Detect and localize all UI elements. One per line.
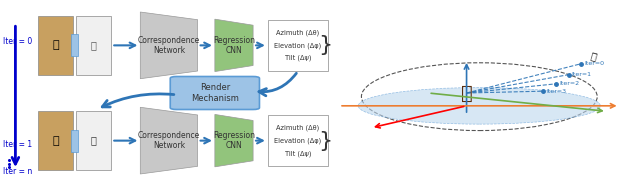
Text: Elevation (Δφ): Elevation (Δφ) [275,42,322,49]
FancyBboxPatch shape [76,16,111,75]
Text: Azimuth (Δθ): Azimuth (Δθ) [276,29,319,36]
FancyArrowPatch shape [200,138,210,143]
Text: Iter=2: Iter=2 [559,81,579,86]
Text: Iter=0: Iter=0 [584,61,604,66]
FancyArrowPatch shape [114,138,135,143]
Text: }: } [318,131,332,151]
Text: 🪑: 🪑 [91,136,97,146]
Ellipse shape [358,87,600,124]
Text: Tilt (Δψ): Tilt (Δψ) [285,55,311,61]
FancyBboxPatch shape [71,130,79,152]
Text: Iter = 0: Iter = 0 [3,37,33,46]
FancyArrowPatch shape [200,43,210,48]
FancyBboxPatch shape [170,76,259,110]
Polygon shape [140,107,198,174]
FancyBboxPatch shape [38,111,73,170]
Polygon shape [140,12,198,79]
Text: Iter=1: Iter=1 [572,72,592,77]
Text: Correspondence
Network: Correspondence Network [138,36,200,55]
FancyBboxPatch shape [268,20,328,71]
Text: Iter = n: Iter = n [3,167,33,176]
FancyBboxPatch shape [268,115,328,166]
FancyArrowPatch shape [114,43,135,48]
Text: Render
Mechanism: Render Mechanism [191,83,239,103]
Text: }: } [318,35,332,55]
FancyBboxPatch shape [71,34,79,56]
FancyArrowPatch shape [256,43,262,48]
Text: Iter = 1: Iter = 1 [3,140,33,149]
Text: Tilt (Δψ): Tilt (Δψ) [285,150,311,157]
Text: Azimuth (Δθ): Azimuth (Δθ) [276,125,319,131]
Text: Iter=3: Iter=3 [546,89,566,94]
Text: 🪑: 🪑 [91,40,97,50]
Text: 📷: 📷 [590,51,598,62]
Text: Regression
CNN: Regression CNN [213,131,255,150]
Text: 🪑: 🪑 [52,136,59,146]
Text: Correspondence
Network: Correspondence Network [138,131,200,150]
Text: Elevation (Δφ): Elevation (Δφ) [275,137,322,144]
FancyBboxPatch shape [76,111,111,170]
Text: 🪑: 🪑 [461,84,472,102]
FancyBboxPatch shape [38,16,73,75]
Text: 🪑: 🪑 [52,40,59,50]
Text: Regression
CNN: Regression CNN [213,36,255,55]
FancyArrowPatch shape [256,138,262,143]
Polygon shape [215,19,253,72]
Polygon shape [215,114,253,167]
